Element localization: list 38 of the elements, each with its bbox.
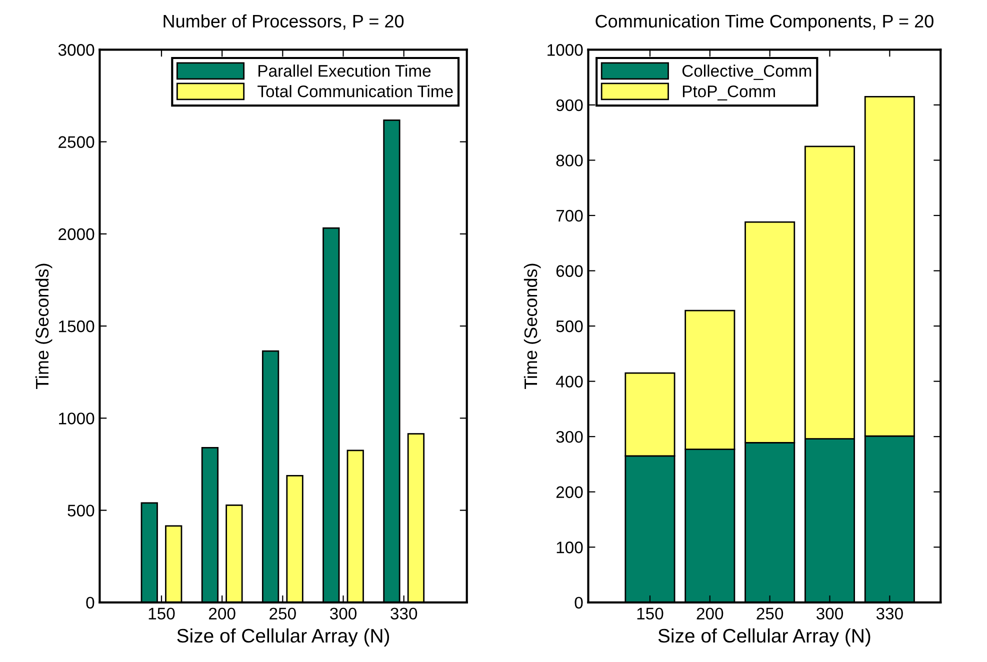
chart-title: Number of Processors, P = 20 — [164, 14, 404, 30]
legend-label: Total Communication Time — [258, 85, 453, 98]
y-tick-label: 2500 — [58, 136, 94, 148]
legend-label: Collective_Comm — [682, 64, 812, 80]
y-tick-label: 700 — [556, 210, 583, 222]
x-tick-label: 250 — [270, 608, 296, 620]
x-tick-label: 300 — [330, 608, 357, 620]
y-tick-label: 400 — [556, 376, 583, 388]
x-tick-label: 150 — [637, 608, 664, 620]
x-tick-label: 200 — [209, 608, 236, 620]
y-tick-label: 0 — [86, 596, 94, 609]
y-tick-label: 100 — [556, 542, 583, 554]
x-tick-label: 150 — [148, 608, 175, 620]
x-tick-label: 200 — [696, 608, 724, 620]
x-tick-label: 330 — [876, 608, 903, 620]
y-axis-title: Time (Seconds) — [35, 264, 52, 389]
y-tick-label: 0 — [574, 596, 583, 609]
y-tick-label: 500 — [556, 320, 583, 332]
y-tick-label: 600 — [556, 265, 583, 277]
chart-title: Communication Time Components, P = 20 — [596, 14, 934, 32]
x-tick-label: 300 — [816, 608, 844, 620]
y-tick-label: 300 — [556, 430, 583, 443]
y-axis-title: Time (Seconds) — [524, 264, 541, 389]
x-axis-title: Size of Cellular Array (N) — [658, 628, 870, 646]
legend-label: PtoP_Comm — [682, 85, 775, 100]
y-tick-label: 2000 — [58, 228, 94, 240]
y-tick-label: 500 — [68, 504, 94, 516]
y-tick-label: 900 — [556, 99, 583, 112]
y-tick-label: 3000 — [58, 44, 94, 56]
x-tick-label: 250 — [756, 608, 784, 620]
y-tick-label: 800 — [556, 154, 583, 166]
legend-label: Parallel Execution Time — [258, 64, 431, 77]
y-tick-label: 200 — [556, 486, 583, 498]
y-tick-label: 1500 — [59, 320, 94, 332]
x-axis-title: Size of Cellular Array (N) — [177, 628, 390, 646]
x-tick-label: 330 — [390, 608, 418, 620]
y-tick-label: 1000 — [548, 44, 583, 56]
y-tick-label: 1000 — [59, 412, 94, 424]
